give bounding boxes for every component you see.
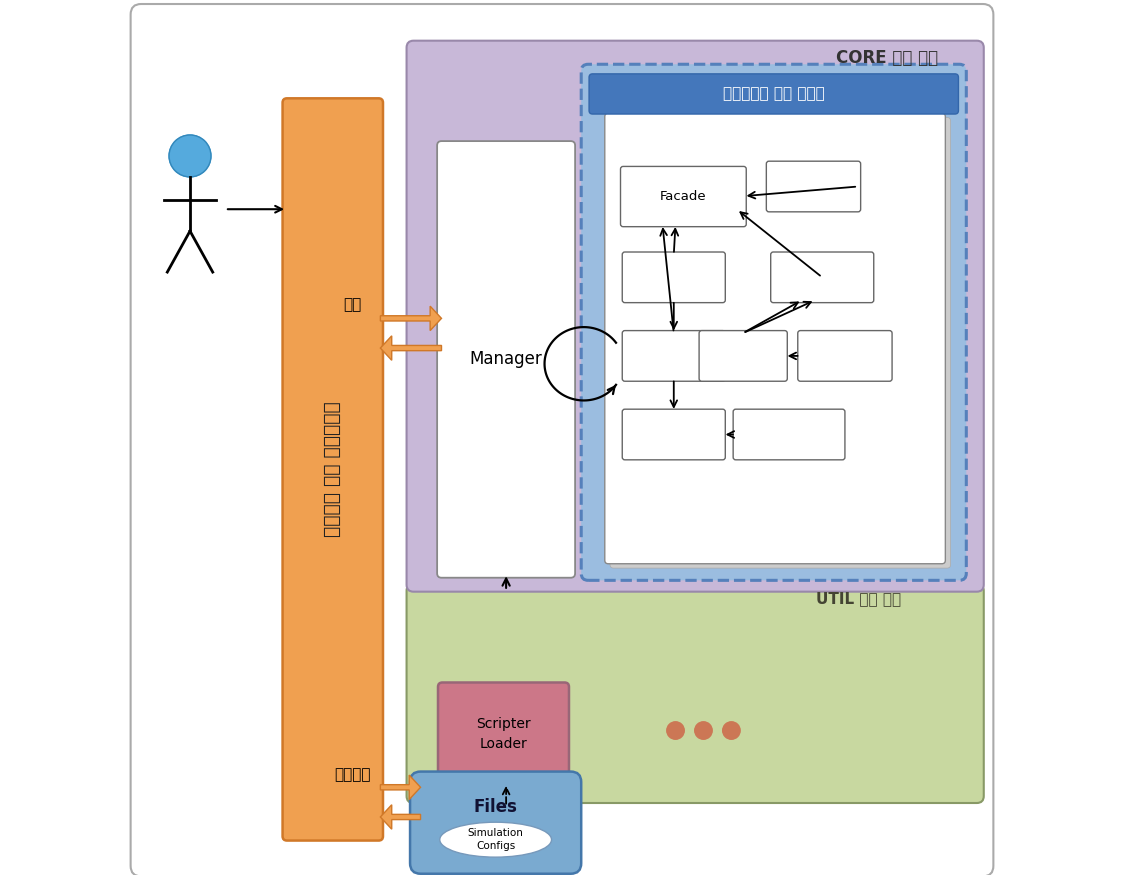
FancyBboxPatch shape [610,117,951,569]
FancyBboxPatch shape [438,682,569,786]
FancyBboxPatch shape [620,166,746,227]
FancyArrow shape [380,775,420,800]
Text: Facade: Facade [660,189,707,202]
FancyBboxPatch shape [407,40,984,591]
Ellipse shape [439,823,552,857]
FancyBboxPatch shape [589,74,959,114]
Text: 기능제어: 기능제어 [334,766,371,781]
FancyBboxPatch shape [733,409,845,460]
Circle shape [667,722,685,739]
Text: Scripter
Loader: Scripter Loader [477,717,531,751]
Circle shape [169,135,211,177]
FancyArrow shape [380,336,442,360]
Text: 확장: 확장 [343,297,362,312]
FancyBboxPatch shape [771,252,873,302]
Circle shape [695,722,713,739]
FancyBboxPatch shape [699,330,787,381]
FancyBboxPatch shape [581,64,967,580]
FancyBboxPatch shape [130,4,994,876]
FancyBboxPatch shape [623,252,725,302]
Text: Simulation
Configs: Simulation Configs [468,829,524,851]
FancyBboxPatch shape [623,409,725,460]
Text: UTIL 모듈 그룹: UTIL 모듈 그룹 [816,591,901,606]
Text: Manager: Manager [470,350,543,369]
FancyArrow shape [380,306,442,330]
Text: 스크립트 지원 라이브러리: 스크립트 지원 라이브러리 [323,401,342,537]
FancyArrow shape [380,805,420,830]
FancyBboxPatch shape [605,113,945,564]
Text: CORE 모듈 그룹: CORE 모듈 그룹 [836,49,937,67]
FancyBboxPatch shape [407,583,984,803]
FancyBboxPatch shape [410,772,581,873]
FancyBboxPatch shape [623,330,725,381]
FancyBboxPatch shape [282,98,383,841]
Text: 시뮬레이션 모듈 패키지: 시뮬레이션 모듈 패키지 [724,87,825,102]
FancyBboxPatch shape [767,161,861,212]
FancyBboxPatch shape [798,330,892,381]
Text: Files: Files [473,798,517,816]
FancyBboxPatch shape [437,141,575,577]
Circle shape [723,722,740,739]
